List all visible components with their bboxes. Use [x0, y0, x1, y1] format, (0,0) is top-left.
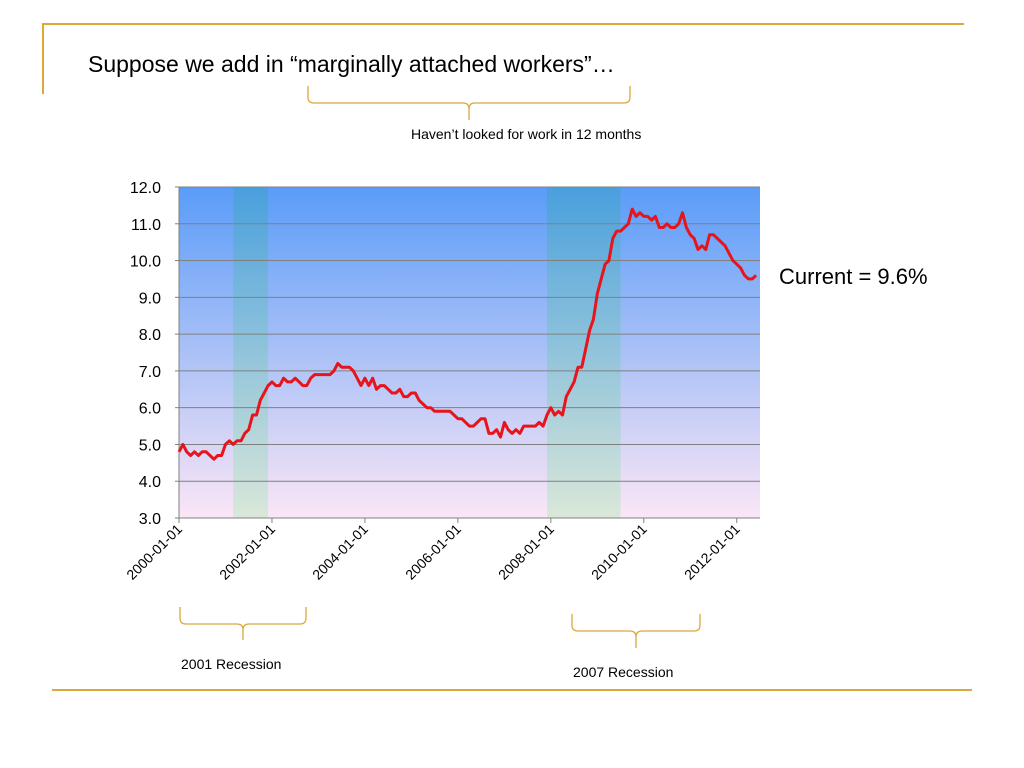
x-tick-label: 2000-01-01 [123, 521, 185, 583]
accent-rule-bottom [52, 689, 972, 691]
x-tick-label: 2010-01-01 [588, 521, 650, 583]
current-rate-label: Current = 9.6% [779, 264, 928, 289]
recession-band-0 [233, 187, 269, 518]
y-tick-label: 11.0 [131, 217, 161, 234]
x-tick-label: 2012-01-01 [681, 521, 743, 583]
x-tick-label: 2002-01-01 [216, 521, 278, 583]
y-tick-label: 9.0 [139, 290, 161, 307]
series-line [177, 207, 758, 461]
y-tick-label: 8.0 [139, 327, 161, 344]
recession-2007-label: 2007 Recession [573, 664, 674, 680]
marginal-workers-note: Haven’t looked for work in 12 months [411, 126, 642, 142]
y-tick-label: 4.0 [139, 474, 161, 491]
accent-rule-top [42, 23, 964, 25]
x-tick-label: 2008-01-01 [495, 521, 557, 583]
brace-2007-recession [571, 614, 701, 648]
x-tick-label: 2006-01-01 [402, 521, 464, 583]
y-tick-label: 3.0 [139, 511, 161, 528]
y-tick-label: 7.0 [139, 364, 161, 381]
slide-title: Suppose we add in “marginally attached w… [88, 51, 615, 77]
brace-marginal-workers [307, 86, 631, 120]
plot-area [179, 187, 760, 518]
y-tick-label: 10.0 [130, 254, 161, 271]
y-tick-label: 12.0 [130, 180, 161, 197]
y-tick-label: 6.0 [139, 401, 161, 418]
brace-2001-recession [179, 607, 307, 640]
y-tick-label: 5.0 [139, 437, 161, 454]
accent-rule-left [42, 23, 44, 94]
recession-2001-label: 2001 Recession [181, 656, 282, 672]
x-tick-label: 2004-01-01 [309, 521, 371, 583]
